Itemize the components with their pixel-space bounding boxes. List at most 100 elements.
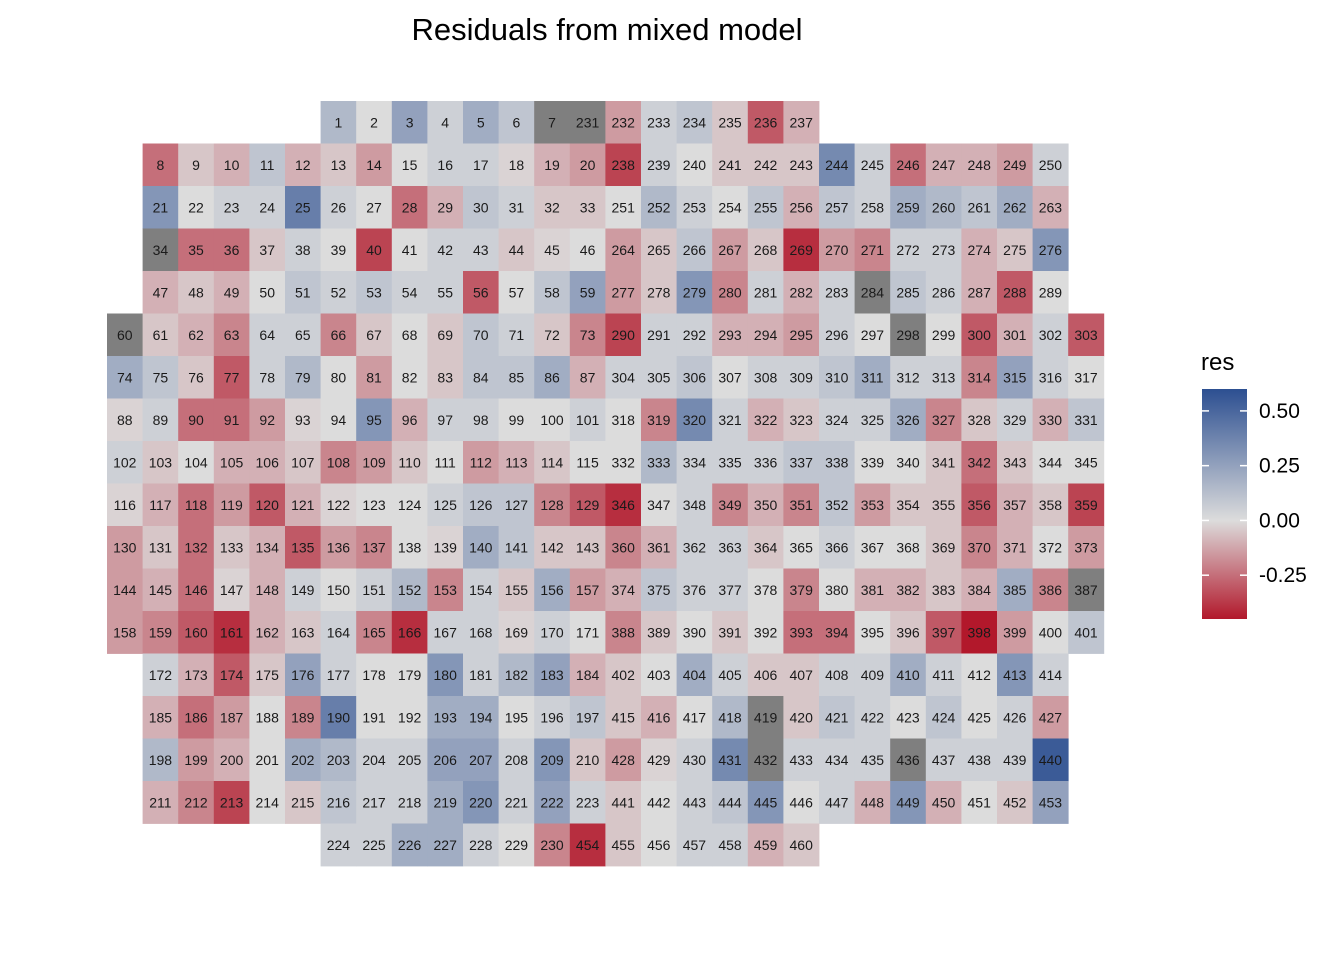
cell-label: 128 (540, 497, 564, 513)
heatmap-cell (997, 313, 1033, 357)
heatmap-cell (107, 526, 143, 569)
heatmap-cell (142, 441, 179, 484)
heatmap-cell (1032, 228, 1069, 272)
cell-label: 171 (576, 624, 600, 640)
cell-label: 319 (647, 412, 671, 428)
heatmap-cell (391, 398, 428, 442)
legend: res -0.25 0.00 0.25 0.50 (1201, 349, 1307, 619)
cell-label: 379 (790, 582, 814, 598)
heatmap-cell (498, 313, 535, 357)
cell-label: 91 (224, 412, 240, 428)
heatmap-cell (427, 441, 464, 484)
heatmap-cell (925, 568, 962, 612)
heatmap-cell (249, 568, 286, 612)
cell-label: 290 (612, 327, 636, 343)
cell-label: 363 (718, 539, 742, 555)
heatmap-cell (285, 313, 321, 357)
cell-label: 226 (398, 837, 422, 853)
cell-label: 20 (580, 157, 596, 173)
cell-label: 404 (683, 667, 707, 683)
heatmap-cell (427, 653, 464, 697)
heatmap-cell (783, 271, 820, 314)
heatmap-cell (1032, 398, 1069, 442)
cell-label: 132 (184, 539, 208, 555)
cell-label: 297 (861, 327, 885, 343)
heatmap-cell (320, 186, 357, 229)
cell-label: 124 (398, 497, 422, 513)
heatmap-cell (320, 823, 357, 867)
cell-label: 391 (718, 624, 742, 640)
heatmap-cell (285, 781, 321, 824)
cell-label: 130 (113, 539, 137, 555)
cell-label: 62 (188, 327, 204, 343)
cell-label: 162 (256, 624, 280, 640)
heatmap-cell (747, 696, 784, 739)
cell-label: 394 (825, 624, 849, 640)
heatmap-cell (178, 781, 215, 824)
cell-label: 50 (259, 284, 275, 300)
heatmap-cell (569, 738, 606, 782)
heatmap-cell (1068, 441, 1105, 484)
cell-label: 28 (402, 199, 418, 215)
heatmap-cell (605, 356, 642, 399)
cell-label: 415 (612, 709, 636, 725)
heatmap-cell (498, 398, 535, 442)
cell-label: 115 (576, 454, 599, 470)
cell-label: 223 (576, 794, 600, 810)
cell-label: 194 (469, 709, 493, 725)
heatmap-cell (854, 738, 891, 782)
cell-label: 44 (509, 242, 525, 258)
heatmap-cell (890, 271, 927, 314)
cell-label: 429 (647, 752, 671, 768)
cell-label: 49 (224, 284, 240, 300)
cell-label: 111 (435, 454, 456, 470)
heatmap-cell (285, 568, 321, 612)
heatmap-cell (427, 101, 464, 144)
cell-label: 123 (362, 497, 386, 513)
heatmap-cell (534, 356, 571, 399)
heatmap-cell (427, 483, 464, 527)
chart-title: Residuals from mixed model (411, 12, 802, 47)
cell-label: 159 (149, 624, 173, 640)
heatmap-cell (641, 356, 677, 399)
heatmap-cell (925, 271, 962, 314)
heatmap-cell (641, 271, 677, 314)
heatmap-cell (641, 696, 677, 739)
heatmap-cell (569, 441, 606, 484)
cell-label: 314 (968, 369, 992, 385)
cell-label: 100 (540, 412, 564, 428)
heatmap-cell (356, 696, 393, 739)
cell-label: 139 (434, 539, 458, 555)
cell-label: 21 (153, 199, 169, 215)
heatmap-cell (676, 568, 713, 612)
heatmap-cell (178, 228, 215, 272)
heatmap-cell (997, 143, 1033, 187)
cell-label: 228 (469, 837, 493, 853)
cell-label: 15 (402, 157, 418, 173)
cell-label: 273 (932, 242, 956, 258)
heatmap-cell (854, 526, 891, 569)
cell-label: 87 (580, 369, 596, 385)
heatmap-cell (783, 143, 820, 187)
heatmap-cell (747, 186, 784, 229)
heatmap-cell (641, 611, 677, 654)
heatmap-cell (747, 441, 784, 484)
cell-label: 29 (437, 199, 453, 215)
heatmap-cell (712, 611, 749, 654)
cell-label: 127 (505, 497, 529, 513)
heatmap-cell (285, 228, 321, 272)
heatmap-cell (961, 313, 998, 357)
cell-label: 114 (541, 454, 564, 470)
cell-label: 437 (932, 752, 956, 768)
cell-label: 321 (718, 412, 742, 428)
heatmap-cell (783, 398, 820, 442)
heatmap-cell (676, 483, 713, 527)
cell-label: 64 (259, 327, 275, 343)
heatmap-cell (854, 313, 891, 357)
cell-label: 178 (362, 667, 386, 683)
heatmap-cell (463, 696, 499, 739)
heatmap-cell (1032, 526, 1069, 569)
cell-label: 95 (366, 412, 382, 428)
heatmap-cell (605, 653, 642, 697)
cell-label: 169 (505, 624, 529, 640)
